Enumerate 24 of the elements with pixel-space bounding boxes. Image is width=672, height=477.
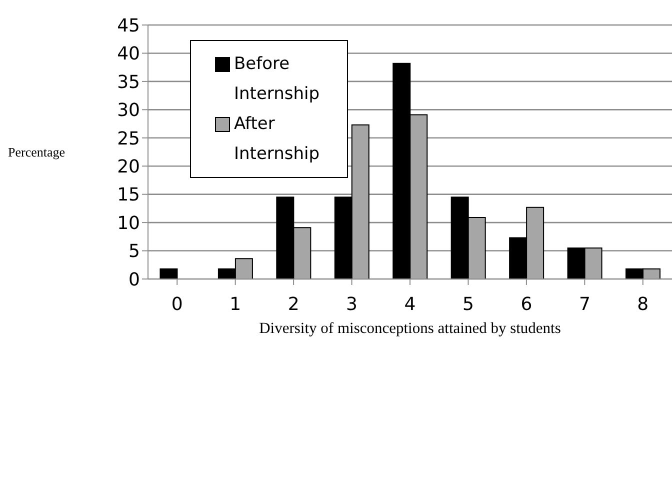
y-tick-label: 45 bbox=[117, 15, 140, 36]
bar bbox=[160, 268, 178, 279]
x-tick-label: 3 bbox=[346, 294, 358, 315]
y-axis-title: Percentage bbox=[8, 144, 66, 160]
x-tick-label: 0 bbox=[171, 294, 183, 315]
x-tick-label: 1 bbox=[230, 294, 242, 315]
x-axis-title: Diversity of misconceptions attained by students bbox=[259, 320, 561, 337]
x-tick-label: 8 bbox=[637, 294, 649, 315]
legend-label: After Internship bbox=[234, 113, 321, 166]
y-tick-label: 40 bbox=[117, 44, 140, 65]
y-tick-label: 0 bbox=[128, 269, 140, 290]
y-tick-label: 15 bbox=[117, 184, 140, 206]
y-tick-label: 5 bbox=[128, 241, 140, 262]
x-tick-label: 2 bbox=[288, 294, 300, 315]
x-tick-label: 6 bbox=[520, 294, 532, 315]
x-tick-label: 7 bbox=[578, 294, 590, 315]
y-tick-label: 10 bbox=[117, 212, 140, 234]
y-tick-label: 20 bbox=[117, 156, 140, 178]
y-tick-label: 35 bbox=[117, 72, 140, 93]
x-tick-label: 5 bbox=[462, 294, 474, 315]
y-tick-label: 30 bbox=[117, 100, 140, 122]
x-tick-label: 4 bbox=[404, 294, 416, 315]
legend-label: Before Internship bbox=[234, 53, 321, 106]
y-tick-label: 25 bbox=[117, 128, 140, 150]
